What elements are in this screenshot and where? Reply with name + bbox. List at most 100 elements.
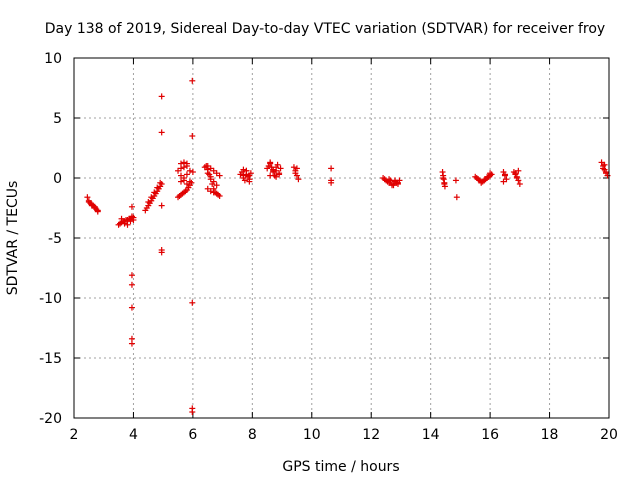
data-point (124, 221, 131, 228)
data-point (210, 178, 217, 185)
grid (74, 58, 609, 418)
data-point (85, 199, 92, 205)
x-tick-label: 12 (362, 427, 380, 443)
data-point (515, 167, 522, 174)
data-point (386, 176, 393, 183)
data-point (118, 215, 125, 222)
data-point (500, 178, 507, 185)
data-point (216, 193, 223, 199)
data-point (267, 172, 274, 179)
data-point (189, 299, 196, 306)
data-point (328, 179, 335, 186)
chart-title: Day 138 of 2019, Sidereal Day-to-day VTE… (45, 21, 605, 37)
data-point (130, 217, 137, 223)
data-point (158, 202, 165, 209)
y-tick-label: -20 (39, 411, 62, 427)
data-point (158, 93, 165, 100)
data-point (213, 182, 220, 189)
data-point (157, 179, 164, 186)
data-point (604, 172, 611, 179)
plot-frame (73, 57, 610, 419)
data-point (94, 207, 101, 214)
data-point (204, 170, 211, 177)
data-point (603, 169, 610, 175)
data-point (207, 173, 214, 180)
data-point (216, 172, 223, 179)
data-point (440, 175, 447, 181)
data-point (186, 167, 193, 174)
data-point (293, 165, 300, 172)
data-point (183, 171, 190, 178)
y-tick-label: -5 (48, 231, 62, 247)
tick-labels: 2 4 6 8 10 12 14 16 18 20 -20 -15 -10 -5 0 5 10 (39, 51, 618, 443)
y-tick-label: 0 (53, 171, 62, 187)
data-point (270, 166, 277, 173)
data-point (290, 164, 297, 171)
data-point (394, 179, 401, 186)
data-point (178, 172, 184, 179)
data-point (158, 249, 165, 256)
data-point (127, 218, 134, 225)
data-point (243, 167, 250, 174)
data-point (128, 304, 135, 311)
data-point (501, 171, 508, 178)
x-tick-label: 16 (481, 427, 499, 443)
data-point (600, 165, 607, 172)
data-point (84, 194, 91, 201)
data-point (189, 77, 196, 84)
data-point (207, 188, 214, 195)
data-point (453, 194, 460, 201)
data-point (180, 164, 187, 171)
data-point (158, 129, 165, 136)
data-point (128, 340, 135, 347)
data-point (189, 133, 196, 139)
data-point (189, 169, 196, 175)
y-tick-label: -15 (39, 351, 62, 367)
x-tick-label: 14 (422, 427, 440, 443)
x-tick-label: 20 (600, 427, 618, 443)
data-point (441, 181, 448, 187)
x-tick-label: 10 (303, 427, 321, 443)
data-point (240, 175, 247, 181)
y-tick-label: 5 (53, 111, 62, 127)
data-point (183, 163, 190, 169)
data-point (484, 173, 491, 180)
x-tick-label: 6 (188, 427, 197, 443)
y-tick-label: 10 (44, 51, 62, 67)
data-point (513, 175, 520, 181)
data-point (481, 177, 488, 184)
data-point (328, 165, 335, 172)
data-point (295, 176, 302, 183)
data-point (128, 213, 135, 220)
data-point (178, 178, 184, 185)
x-tick-label: 18 (541, 427, 559, 443)
data-point (128, 281, 135, 288)
x-tick-label: 8 (248, 427, 257, 443)
data-point (148, 194, 155, 201)
x-tick-label: 2 (70, 427, 79, 443)
x-tick-label: 4 (129, 427, 138, 443)
data-point (186, 178, 193, 185)
data-point (389, 182, 396, 189)
data-point (128, 272, 135, 279)
data-point (128, 203, 135, 210)
data-point (145, 199, 152, 205)
data-point (210, 189, 217, 196)
data-point (178, 165, 184, 172)
y-tick-label: -10 (39, 291, 62, 307)
data-point (189, 409, 196, 415)
data-point (277, 165, 284, 172)
x-axis-label: GPS time / hours (282, 459, 399, 475)
data-points (84, 77, 611, 415)
data-point (246, 178, 253, 185)
data-point (121, 220, 128, 227)
data-point (452, 177, 459, 184)
data-point (292, 170, 299, 177)
data-point (240, 166, 247, 173)
data-point (151, 189, 158, 196)
data-point (487, 170, 494, 177)
data-point (601, 161, 608, 168)
data-point (154, 184, 161, 191)
data-point (267, 159, 274, 166)
